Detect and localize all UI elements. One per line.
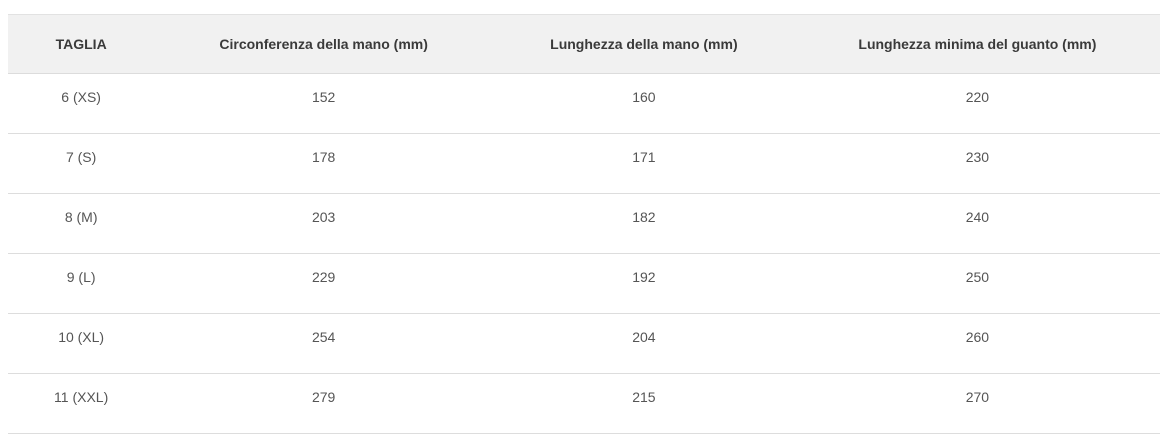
size-label-cell: 6 (XS) (8, 73, 155, 134)
measurement-cell: 171 (492, 133, 795, 194)
header-row: TAGLIA Circonferenza della mano (mm) Lungh… (8, 14, 1160, 74)
column-header-4: Lunghezza minima del guanto (mm) (794, 14, 1160, 74)
measurement-cell: 250 (794, 253, 1160, 314)
column-header-1: TAGLIA (8, 14, 155, 74)
measurement-cell: 240 (794, 193, 1160, 254)
measurement-cell: 220 (794, 73, 1160, 134)
size-label-cell: 7 (S) (8, 133, 155, 194)
measurement-cell: 270 (794, 373, 1160, 434)
measurement-cell: 152 (154, 73, 493, 134)
table-body: 6 (XS) 152 160 220 7 (S) 178 171 230 8 (M) 203 182… (8, 73, 1160, 434)
measurement-cell: 203 (154, 193, 493, 254)
table-row: 10 (XL) 254 204 260 (8, 313, 1160, 374)
measurement-cell: 260 (794, 313, 1160, 374)
measurement-cell: 204 (492, 313, 795, 374)
measurement-cell: 192 (492, 253, 795, 314)
measurement-cell: 160 (492, 73, 795, 134)
table-row: 7 (S) 178 171 230 (8, 133, 1160, 194)
size-label-cell: 11 (XXL) (8, 373, 155, 434)
size-label-cell: 8 (M) (8, 193, 155, 254)
table-row: 9 (L) 229 192 250 (8, 253, 1160, 314)
glove-size-table: TAGLIA Circonferenza della mano (mm) Lungh… (8, 14, 1160, 434)
table-row: 11 (XXL) 279 215 270 (8, 373, 1160, 434)
measurement-cell: 254 (154, 313, 493, 374)
measurement-cell: 178 (154, 133, 493, 194)
table-row: 8 (M) 203 182 240 (8, 193, 1160, 254)
column-header-2: Circonferenza della mano (mm) (154, 14, 493, 74)
table-row: 6 (XS) 152 160 220 (8, 73, 1160, 134)
measurement-cell: 279 (154, 373, 493, 434)
measurement-cell: 230 (794, 133, 1160, 194)
measurement-cell: 229 (154, 253, 493, 314)
size-label-cell: 10 (XL) (8, 313, 155, 374)
column-header-3: Lunghezza della mano (mm) (492, 14, 795, 74)
measurement-cell: 215 (492, 373, 795, 434)
size-label-cell: 9 (L) (8, 253, 155, 314)
measurement-cell: 182 (492, 193, 795, 254)
